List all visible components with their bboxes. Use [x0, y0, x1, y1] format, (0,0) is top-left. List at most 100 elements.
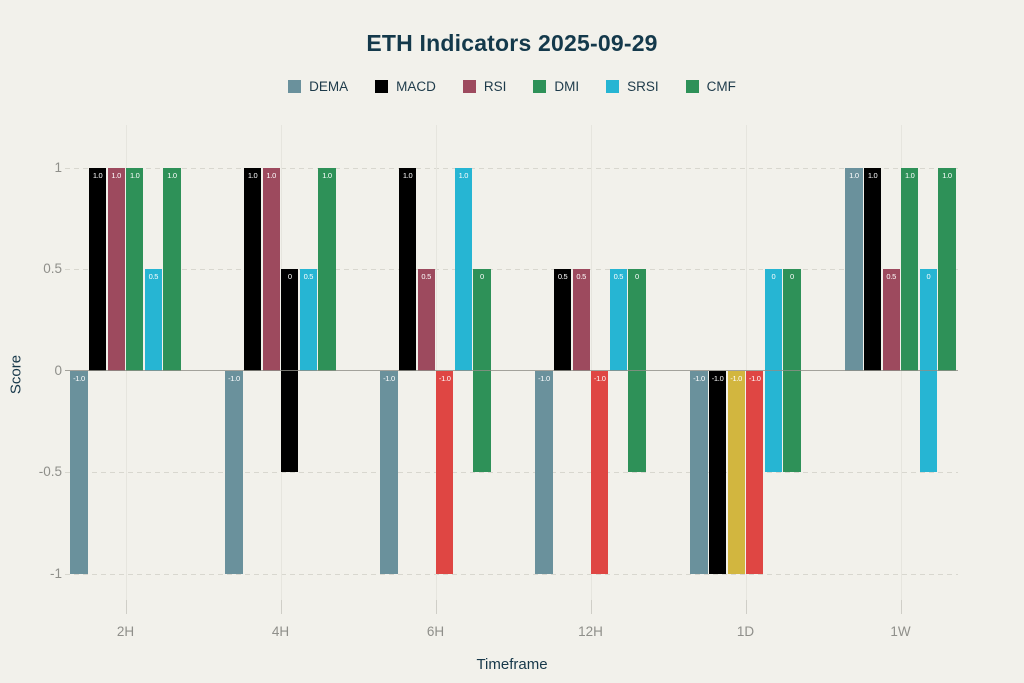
x-tick-label: 6H	[426, 624, 445, 639]
bar-value-label: 0	[926, 272, 931, 281]
bar-srsi-2h: 0.5	[144, 269, 162, 371]
bar-value-label: 0.5	[148, 272, 159, 281]
x-tick-label: 2H	[116, 624, 135, 639]
legend-swatch-icon	[533, 80, 547, 93]
legend-swatch-icon	[375, 80, 389, 93]
bar-rsi-1w: 0.5	[882, 269, 900, 371]
bar-dmi-6h: -1.0	[436, 370, 454, 574]
legend: DEMA MACD RSI DMI SRSI CMF	[0, 79, 1024, 94]
h-gridline	[65, 472, 958, 473]
x-tick-mark	[745, 600, 747, 614]
y-tick-label: -0.5	[38, 464, 62, 479]
y-tick-label: -1	[49, 565, 62, 581]
bar-value-label: 0.5	[576, 272, 586, 281]
bar-value-label: 0.5	[613, 272, 624, 281]
bar-value-label: 1.0	[942, 170, 952, 180]
x-tick-mark	[435, 600, 437, 614]
bar-value-label: -1.0	[711, 373, 724, 383]
bar-value-label: 0.5	[421, 272, 431, 281]
x-tick-mark	[590, 600, 592, 614]
h-gridline	[65, 573, 958, 575]
v-gridline	[280, 125, 282, 600]
bar-dema-2h: -1.0	[70, 370, 88, 574]
bar-value-label: -1.0	[593, 373, 606, 383]
bar-macd-4h: 1.0	[244, 167, 262, 371]
legend-label: MACD	[396, 79, 436, 94]
bar-cmf-1w: 1.0	[938, 167, 956, 371]
bar-dmi-1d: -1.0	[746, 370, 764, 574]
bar-value-label: 1.0	[905, 170, 915, 180]
legend-item-macd: MACD	[375, 79, 436, 94]
y-tick-label: 0.5	[43, 261, 62, 276]
legend-item-rsi: RSI	[462, 79, 506, 94]
bar-value-label: 1.0	[266, 170, 276, 180]
bar-value-label: -1.0	[383, 373, 395, 383]
chart-title: ETH Indicators 2025-09-29	[366, 30, 658, 56]
bar-value-label: 1.0	[402, 170, 413, 180]
x-axis-title: Timeframe	[476, 656, 548, 673]
bar-value-label: 1.0	[167, 170, 177, 180]
bar-dema-1d: -1.0	[690, 370, 708, 574]
v-gridline	[125, 125, 127, 600]
bar-macd-2h: 1.0	[89, 167, 107, 371]
bar-value-label: 0	[790, 272, 794, 281]
h-gridline	[65, 269, 958, 270]
legend-swatch-icon	[685, 80, 699, 93]
legend-swatch-icon	[606, 80, 620, 93]
bar-srsi-12h: 0.5	[609, 269, 627, 371]
bar-rsi-2h: 1.0	[107, 167, 125, 371]
v-gridline	[435, 125, 437, 600]
legend-label: SRSI	[627, 79, 659, 94]
x-tick-label: 1W	[890, 624, 911, 639]
bar-rsi-6h: 0.5	[417, 269, 435, 371]
bar-value-label: 0	[635, 272, 639, 281]
legend-label: DMI	[554, 79, 580, 94]
bar-value-label: 1.0	[130, 170, 140, 180]
bar-value-label: 0	[771, 272, 776, 281]
bar-rsi-4h: 1.0	[262, 167, 280, 371]
y-tick-label: 1	[54, 159, 62, 175]
bar-value-label: -1.0	[228, 373, 240, 383]
bar-value-label: 1.0	[849, 170, 859, 180]
bar-cmf-4h: 1.0	[318, 167, 336, 371]
bar-value-label: 1.0	[458, 170, 469, 180]
bar-value-label: -1.0	[438, 373, 451, 383]
bar-macd-12h: 0.5	[554, 269, 572, 371]
bar-rsi-1d: -1.0	[727, 370, 745, 574]
bar-value-label: 0.5	[303, 272, 314, 281]
bar-cmf-2h: 1.0	[163, 167, 181, 371]
bar-dema-4h: -1.0	[225, 370, 243, 574]
zero-line	[65, 369, 958, 372]
bar-macd-6h: 1.0	[399, 167, 417, 371]
bar-macd-1d: -1.0	[709, 370, 727, 574]
bar-value-label: 1.0	[322, 170, 332, 180]
v-gridline	[745, 125, 747, 600]
x-tick-label: 1D	[736, 624, 755, 639]
bar-value-label: -1.0	[730, 373, 743, 383]
bar-value-label: 0.5	[886, 272, 896, 281]
y-tick-label: 0	[54, 362, 62, 378]
bar-rsi-12h: 0.5	[572, 269, 590, 371]
bar-dmi-1w: 1.0	[901, 167, 919, 371]
v-gridline	[590, 125, 592, 600]
legend-item-srsi: SRSI	[606, 79, 659, 94]
bar-dema-1w: 1.0	[845, 167, 863, 371]
x-tick-mark	[900, 600, 902, 614]
bar-dmi-2h: 1.0	[126, 167, 144, 371]
bar-value-label: 1.0	[92, 170, 103, 180]
bar-value-label: -1.0	[73, 373, 85, 383]
bar-value-label: 0	[480, 272, 484, 281]
x-tick-mark	[280, 600, 282, 614]
bar-value-label: -1.0	[693, 373, 705, 383]
bar-srsi-6h: 1.0	[454, 167, 472, 371]
v-gridline	[900, 125, 902, 600]
x-tick-mark	[125, 600, 127, 614]
bar-value-label: 1.0	[111, 170, 121, 180]
bar-srsi-4h: 0.5	[299, 269, 317, 371]
legend-label: DEMA	[309, 79, 349, 94]
bar-dema-6h: -1.0	[380, 370, 398, 574]
legend-swatch-icon	[288, 80, 302, 93]
bar-value-label: 0	[287, 272, 292, 281]
bar-value-label: 1.0	[247, 170, 258, 180]
